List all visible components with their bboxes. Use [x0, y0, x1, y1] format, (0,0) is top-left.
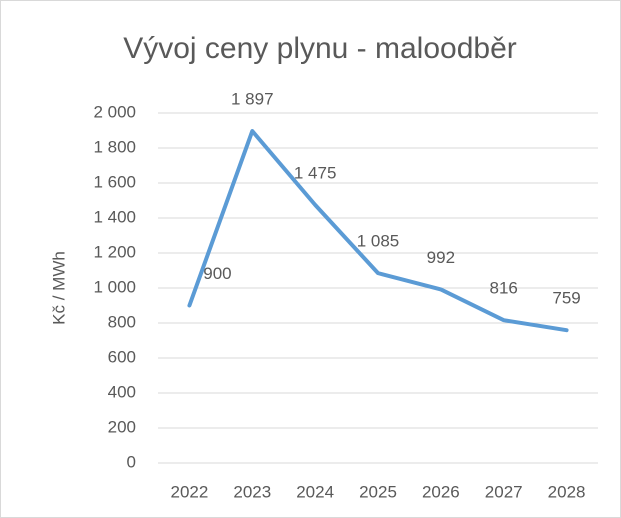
x-tick-label: 2022: [171, 482, 209, 501]
line: [187, 129, 569, 333]
y-tick-label: 1 200: [93, 242, 136, 261]
x-tick-label: 2028: [548, 482, 586, 501]
data-label: 992: [427, 248, 455, 267]
y-tick-label: 2 000: [93, 102, 136, 121]
y-tick-label: 1 600: [93, 172, 136, 191]
y-axis-label: Kč / MWh: [49, 251, 68, 325]
x-tick-label: 2023: [233, 482, 271, 501]
y-tick-label: 400: [108, 382, 136, 401]
y-tick-label: 600: [108, 347, 136, 366]
y-tick-label: 1 800: [93, 137, 136, 156]
data-label: 759: [552, 289, 580, 308]
y-tick-label: 800: [108, 312, 136, 331]
data-label: 900: [203, 264, 231, 283]
x-tick-label: 2025: [359, 482, 397, 501]
chart-title: Vývoj ceny plynu - maloodběr: [123, 32, 517, 65]
data-label: 1 475: [294, 163, 337, 182]
y-tick-label: 1 000: [93, 277, 136, 296]
y-tick-label: 1 400: [93, 207, 136, 226]
x-tick-label: 2024: [296, 482, 334, 501]
data-label: 816: [490, 279, 518, 298]
data-label: 1 897: [231, 90, 274, 109]
data-label: 1 085: [357, 232, 400, 251]
x-tick-label: 2027: [485, 482, 523, 501]
x-tick-label: 2026: [422, 482, 460, 501]
y-tick-label: 200: [108, 417, 136, 436]
y-tick-label: 0: [127, 452, 136, 471]
